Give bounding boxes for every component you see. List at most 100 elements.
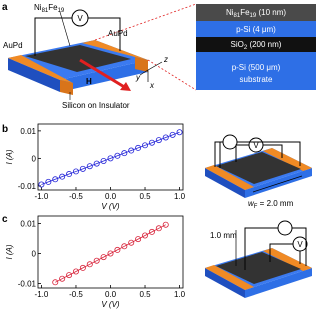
x-tick-label: -0.5 xyxy=(69,290,83,299)
y-tick-label: -0.01 xyxy=(18,280,37,289)
voltmeter-label: V xyxy=(253,141,259,150)
layer-label: SiO2 (200 nm) xyxy=(231,40,282,51)
series-line xyxy=(55,224,166,283)
text: 81 xyxy=(234,13,241,19)
axis-label: x xyxy=(149,81,155,90)
text: 2 xyxy=(244,45,248,51)
contact-label: AuPd xyxy=(108,29,128,38)
data-point xyxy=(72,168,79,175)
data-point xyxy=(155,225,162,232)
device-a xyxy=(8,3,197,100)
data-point xyxy=(114,246,121,253)
x-axis-label: V (V) xyxy=(101,202,120,211)
data-point xyxy=(162,221,169,228)
layer-label: p-Si (500 μm) xyxy=(232,63,281,72)
x-tick-label: 0.5 xyxy=(139,290,151,299)
data-point xyxy=(79,165,86,172)
device-c xyxy=(205,220,312,298)
data-point xyxy=(93,160,100,167)
y-tick-label: 0.01 xyxy=(20,127,36,136)
x-axis-label: V (V) xyxy=(101,300,120,309)
x-tick-label: 1.0 xyxy=(174,290,186,299)
y-axis-label: I (A) xyxy=(5,244,14,259)
text: w xyxy=(248,199,255,208)
text: Fe xyxy=(240,8,250,17)
panel-label: b xyxy=(2,124,8,135)
text: (10 nm) xyxy=(256,8,286,17)
layer-stack xyxy=(196,4,316,90)
data-point xyxy=(93,257,100,264)
y-tick-label: 0 xyxy=(32,250,37,259)
data-point xyxy=(66,171,73,178)
data-point xyxy=(135,236,142,243)
width-label: wF = 2.0 mm xyxy=(248,199,294,210)
x-tick-label: 1.0 xyxy=(174,192,186,201)
data-point xyxy=(79,264,86,271)
text: 81 xyxy=(42,8,49,14)
text: 19 xyxy=(250,13,257,19)
data-point xyxy=(148,228,155,235)
data-point xyxy=(107,155,114,162)
data-point xyxy=(45,178,52,185)
data-point xyxy=(66,272,73,279)
data-point xyxy=(114,152,121,159)
axis-label: z xyxy=(163,55,168,64)
text: Ni xyxy=(34,3,42,12)
layer-label: Ni81Fe19 (10 nm) xyxy=(226,8,286,19)
data-point xyxy=(86,163,93,170)
data-point xyxy=(121,243,128,250)
x-tick-label: -1.0 xyxy=(35,290,49,299)
text: F xyxy=(254,204,258,210)
voltmeter-label: V xyxy=(297,240,303,249)
text: Fe xyxy=(48,3,58,12)
series-line xyxy=(41,131,180,185)
data-point xyxy=(59,275,66,282)
contact-label: AuPd xyxy=(3,41,23,50)
data-point xyxy=(59,173,66,180)
plot-frame xyxy=(37,123,184,191)
y-tick-label: 0 xyxy=(32,154,37,163)
layer-label: p-Si (4 μm) xyxy=(236,25,276,34)
field-label: H xyxy=(86,77,92,86)
data-point xyxy=(52,176,59,183)
data-point xyxy=(86,261,93,268)
data-point xyxy=(100,157,107,164)
y-axis-label: I (A) xyxy=(5,149,14,164)
data-point xyxy=(128,147,135,154)
length-label: 1.0 mm xyxy=(210,231,237,240)
x-tick-label: 0.0 xyxy=(105,290,117,299)
data-point xyxy=(155,137,162,144)
text: = 2.0 mm xyxy=(257,199,293,208)
text: (200 nm) xyxy=(247,40,282,49)
data-point xyxy=(135,144,142,151)
data-point xyxy=(52,279,59,286)
film-label: Ni81Fe19 xyxy=(34,3,65,14)
x-tick-label: -0.5 xyxy=(69,192,83,201)
substrate-label: Silicon on Insulator xyxy=(62,101,130,110)
y-tick-label: -0.01 xyxy=(18,182,37,191)
text: Ni xyxy=(226,8,234,17)
device-b xyxy=(205,134,312,198)
text: 19 xyxy=(58,8,65,14)
data-point xyxy=(176,129,183,136)
data-point xyxy=(169,131,176,138)
x-tick-label: 0.0 xyxy=(105,192,117,201)
x-tick-label: 0.5 xyxy=(139,192,151,201)
data-point xyxy=(38,181,45,188)
data-point xyxy=(162,134,169,141)
data-point xyxy=(72,268,79,275)
data-point xyxy=(100,254,107,261)
data-point xyxy=(128,239,135,246)
y-tick-label: 0.01 xyxy=(20,220,36,229)
panel-label: c xyxy=(2,214,8,225)
panel-label: a xyxy=(2,2,8,13)
data-point xyxy=(142,232,149,239)
data-point xyxy=(107,250,114,257)
data-point xyxy=(142,142,149,149)
x-tick-label: -1.0 xyxy=(35,192,49,201)
data-point xyxy=(121,150,128,157)
text: SiO xyxy=(231,40,244,49)
voltmeter-label: V xyxy=(77,14,83,23)
layer-label: substrate xyxy=(240,75,273,84)
